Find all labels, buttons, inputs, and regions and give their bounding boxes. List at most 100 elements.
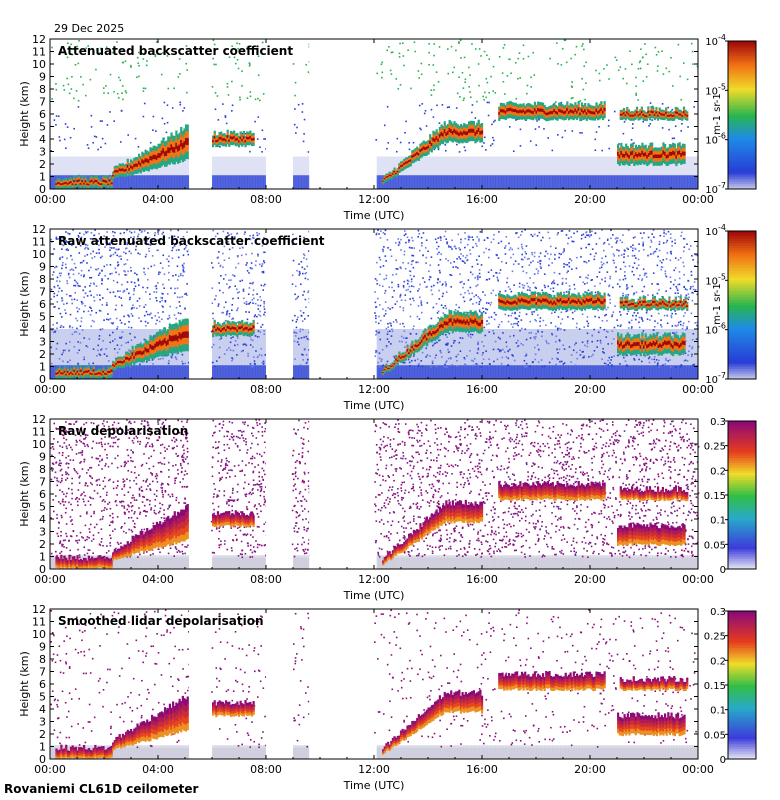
noise-dot [93, 320, 95, 323]
noise-dot [97, 349, 99, 352]
noise-dot [237, 297, 240, 299]
cloud-cell [126, 167, 129, 172]
surface-layer-cell [50, 175, 54, 189]
cloud-cell [110, 178, 113, 182]
noise-dot [682, 261, 684, 264]
noise-dot [409, 290, 412, 293]
cloud-cell [603, 114, 606, 119]
noise-dot [458, 256, 460, 258]
cloud-cell [99, 181, 102, 184]
background-cell [687, 156, 691, 189]
cloud-cell [430, 137, 433, 141]
noise-dot [649, 123, 652, 125]
noise-dot [688, 296, 690, 299]
background-cell [455, 156, 459, 189]
cloud-cell [241, 141, 244, 145]
noise-dot [112, 331, 114, 334]
noise-dot [687, 279, 689, 282]
noise-dot [430, 317, 433, 320]
background-cell [171, 156, 175, 189]
noise-dot [392, 355, 395, 358]
noise-dot [658, 359, 660, 362]
noise-dot [405, 341, 407, 344]
noise-dot [412, 285, 415, 288]
noise-dot [74, 284, 77, 287]
noise-dot [516, 318, 518, 320]
noise-dot [637, 67, 640, 70]
noise-dot [670, 252, 673, 255]
cloud-cell [412, 159, 416, 163]
cloud-cell [82, 186, 86, 189]
surface-layer-cell [395, 175, 399, 189]
background-cell [576, 156, 580, 189]
noise-dot [687, 354, 689, 356]
cloud-cell [390, 176, 393, 179]
cloud-cell [57, 183, 60, 187]
noise-dot [55, 115, 58, 117]
noise-dot [380, 63, 383, 66]
cloud-cell [223, 143, 226, 147]
background-cell [414, 156, 418, 189]
noise-dot [163, 287, 165, 290]
noise-dot [533, 74, 536, 76]
cloud-cell [422, 143, 425, 148]
noise-dot [212, 317, 214, 320]
noise-dot [64, 312, 67, 315]
cloud-cell [76, 182, 79, 186]
cloud-cell [458, 139, 461, 144]
background-cell [533, 156, 537, 189]
noise-dot [301, 103, 304, 105]
noise-dot [523, 284, 526, 287]
noise-dot [586, 342, 589, 345]
noise-dot [66, 56, 69, 59]
cloud-cell [74, 186, 78, 189]
cloud-cell [239, 136, 242, 140]
cloud-cell [233, 130, 236, 134]
surface-layer-cell [419, 175, 424, 189]
noise-dot [690, 245, 692, 247]
background-cell [106, 156, 110, 189]
noise-dot [226, 86, 229, 88]
noise-dot [594, 149, 597, 152]
cloud-cell [121, 168, 125, 172]
background-cell [144, 156, 148, 189]
noise-dot [680, 98, 683, 101]
noise-dot [571, 311, 574, 314]
cloud-cell [66, 184, 69, 188]
noise-dot [404, 294, 407, 296]
noise-dot [260, 299, 263, 302]
background-cell [668, 156, 672, 189]
cloud-cell [173, 158, 176, 165]
noise-dot [264, 354, 267, 356]
cloud-cell [181, 149, 184, 157]
surface-layer-cell [147, 175, 151, 189]
noise-dot [444, 144, 447, 146]
surface-layer-cell [530, 175, 534, 189]
noise-dot [674, 239, 676, 241]
noise-dot [220, 275, 222, 277]
cloud-cell [69, 176, 73, 180]
cloud-cell [97, 182, 100, 185]
noise-dot [242, 288, 245, 291]
cloud-cell [146, 162, 149, 167]
noise-dot [492, 275, 495, 277]
background-cell [444, 156, 448, 189]
noise-dot [105, 46, 108, 49]
noise-dot [532, 51, 535, 54]
cloud-cell [241, 136, 244, 140]
noise-dot [603, 328, 606, 331]
cloud-cell [414, 153, 417, 157]
cloud-cell [97, 186, 100, 189]
cloud-cell [246, 136, 249, 140]
cloud-cell [218, 134, 221, 138]
surface-layer-cell [222, 175, 226, 189]
noise-dot [572, 97, 574, 99]
noise-dot [433, 54, 435, 57]
noise-dot [579, 349, 582, 352]
cloud-cell [463, 126, 466, 132]
noise-dot [669, 359, 671, 361]
noise-dot [693, 106, 696, 108]
noise-dot [502, 332, 504, 334]
noise-dot [113, 348, 116, 350]
noise-dot [61, 297, 63, 299]
